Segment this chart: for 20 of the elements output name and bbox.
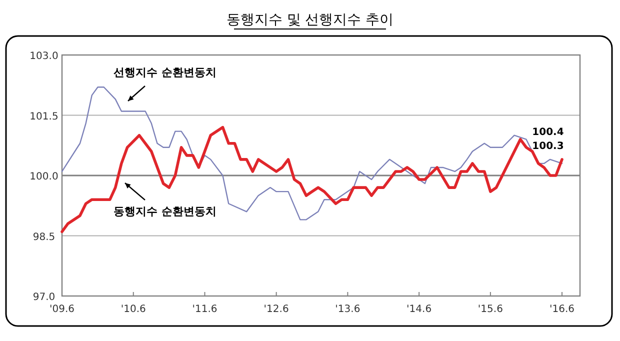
x-tick-label: '15.6	[478, 304, 503, 315]
x-tick-label: '09.6	[49, 304, 75, 315]
x-tick-label: '14.6	[406, 304, 432, 315]
chart-title: 동행지수 및 선행지수 추이	[226, 12, 394, 28]
y-tick-label: 101.5	[30, 111, 58, 122]
x-tick-label: '16.6	[550, 304, 575, 315]
y-tick-label: 103.0	[30, 51, 58, 62]
series-label: 선행지수 순환변동치	[114, 66, 216, 79]
x-tick-label: '10.6	[120, 304, 146, 315]
x-tick-label: '12.6	[264, 304, 289, 315]
x-tick-label: '13.6	[335, 304, 360, 315]
x-tick-label: '11.6	[192, 304, 218, 315]
y-tick-label: 98.5	[32, 232, 56, 243]
line-series	[61, 86, 563, 220]
y-tick-label: 100.0	[30, 172, 58, 182]
annotation: 100.3	[532, 141, 564, 152]
annotation: 100.4	[532, 127, 564, 138]
line-series	[60, 126, 564, 234]
series-label: 동행지수 순환변동치	[114, 205, 216, 218]
y-tick-label: 97.0	[32, 292, 56, 303]
